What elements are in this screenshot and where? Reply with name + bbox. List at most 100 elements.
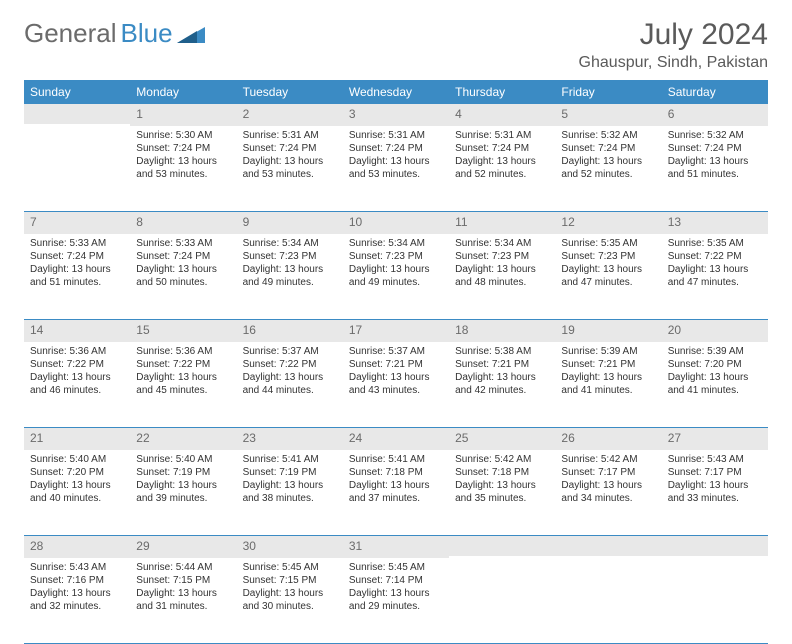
day-number-cell: [449, 536, 555, 558]
day-number: 28: [24, 536, 130, 558]
day-content: Sunrise: 5:43 AMSunset: 7:17 PMDaylight:…: [662, 450, 768, 511]
sunset-text: Sunset: 7:17 PM: [561, 466, 655, 479]
logo-triangle-icon: [177, 25, 205, 43]
sunset-text: Sunset: 7:22 PM: [30, 358, 124, 371]
day-content: [24, 126, 130, 135]
day-number-cell: 21: [24, 428, 130, 450]
day-number-cell: 14: [24, 320, 130, 342]
sunrise-text: Sunrise: 5:34 AM: [243, 237, 337, 250]
day-number-cell: 24: [343, 428, 449, 450]
week-row: Sunrise: 5:43 AMSunset: 7:16 PMDaylight:…: [24, 558, 768, 644]
day-number: 19: [555, 320, 661, 342]
sunrise-text: Sunrise: 5:33 AM: [30, 237, 124, 250]
sunset-text: Sunset: 7:24 PM: [455, 142, 549, 155]
day-content: Sunrise: 5:32 AMSunset: 7:24 PMDaylight:…: [555, 126, 661, 187]
day-content: Sunrise: 5:42 AMSunset: 7:18 PMDaylight:…: [449, 450, 555, 511]
daylight-text: Daylight: 13 hours and 48 minutes.: [455, 263, 549, 289]
sunrise-text: Sunrise: 5:42 AM: [561, 453, 655, 466]
day-content: Sunrise: 5:36 AMSunset: 7:22 PMDaylight:…: [130, 342, 236, 403]
week-row: Sunrise: 5:30 AMSunset: 7:24 PMDaylight:…: [24, 126, 768, 212]
sunset-text: Sunset: 7:19 PM: [243, 466, 337, 479]
day-number: 8: [130, 212, 236, 234]
sunrise-text: Sunrise: 5:40 AM: [30, 453, 124, 466]
sunrise-text: Sunrise: 5:44 AM: [136, 561, 230, 574]
sunset-text: Sunset: 7:22 PM: [136, 358, 230, 371]
day-content: Sunrise: 5:33 AMSunset: 7:24 PMDaylight:…: [130, 234, 236, 295]
day-cell: Sunrise: 5:39 AMSunset: 7:20 PMDaylight:…: [662, 342, 768, 428]
sunrise-text: Sunrise: 5:35 AM: [561, 237, 655, 250]
day-cell: Sunrise: 5:30 AMSunset: 7:24 PMDaylight:…: [130, 126, 236, 212]
sunset-text: Sunset: 7:24 PM: [668, 142, 762, 155]
day-content: [555, 558, 661, 567]
day-number-cell: 31: [343, 536, 449, 558]
day-cell: [24, 126, 130, 212]
daylight-text: Daylight: 13 hours and 31 minutes.: [136, 587, 230, 613]
day-number-cell: 10: [343, 212, 449, 234]
daynum-row: 14151617181920: [24, 320, 768, 342]
day-number: 12: [555, 212, 661, 234]
weekday-header-row: Sunday Monday Tuesday Wednesday Thursday…: [24, 80, 768, 104]
day-number: 24: [343, 428, 449, 450]
daylight-text: Daylight: 13 hours and 41 minutes.: [668, 371, 762, 397]
day-content: Sunrise: 5:42 AMSunset: 7:17 PMDaylight:…: [555, 450, 661, 511]
daylight-text: Daylight: 13 hours and 44 minutes.: [243, 371, 337, 397]
day-number-cell: 25: [449, 428, 555, 450]
sunset-text: Sunset: 7:21 PM: [455, 358, 549, 371]
daynum-row: 123456: [24, 104, 768, 126]
daylight-text: Daylight: 13 hours and 51 minutes.: [668, 155, 762, 181]
sunrise-text: Sunrise: 5:40 AM: [136, 453, 230, 466]
daylight-text: Daylight: 13 hours and 37 minutes.: [349, 479, 443, 505]
sunrise-text: Sunrise: 5:33 AM: [136, 237, 230, 250]
day-number: 7: [24, 212, 130, 234]
sunset-text: Sunset: 7:22 PM: [243, 358, 337, 371]
day-cell: Sunrise: 5:41 AMSunset: 7:19 PMDaylight:…: [237, 450, 343, 536]
day-cell: [555, 558, 661, 644]
day-content: Sunrise: 5:35 AMSunset: 7:23 PMDaylight:…: [555, 234, 661, 295]
day-content: Sunrise: 5:37 AMSunset: 7:21 PMDaylight:…: [343, 342, 449, 403]
day-content: Sunrise: 5:32 AMSunset: 7:24 PMDaylight:…: [662, 126, 768, 187]
day-number: 31: [343, 536, 449, 558]
day-cell: Sunrise: 5:32 AMSunset: 7:24 PMDaylight:…: [662, 126, 768, 212]
sunset-text: Sunset: 7:20 PM: [30, 466, 124, 479]
day-number: 9: [237, 212, 343, 234]
header: GeneralBlue July 2024 Ghauspur, Sindh, P…: [24, 18, 768, 72]
day-number-cell: 2: [237, 104, 343, 126]
day-number-cell: 30: [237, 536, 343, 558]
weekday-header: Friday: [555, 80, 661, 104]
day-cell: Sunrise: 5:40 AMSunset: 7:20 PMDaylight:…: [24, 450, 130, 536]
day-number: 23: [237, 428, 343, 450]
day-content: Sunrise: 5:45 AMSunset: 7:14 PMDaylight:…: [343, 558, 449, 619]
day-content: Sunrise: 5:43 AMSunset: 7:16 PMDaylight:…: [24, 558, 130, 619]
day-content: Sunrise: 5:31 AMSunset: 7:24 PMDaylight:…: [449, 126, 555, 187]
day-number: [449, 536, 555, 556]
day-cell: [662, 558, 768, 644]
day-content: Sunrise: 5:38 AMSunset: 7:21 PMDaylight:…: [449, 342, 555, 403]
daylight-text: Daylight: 13 hours and 29 minutes.: [349, 587, 443, 613]
day-number-cell: 7: [24, 212, 130, 234]
day-cell: Sunrise: 5:41 AMSunset: 7:18 PMDaylight:…: [343, 450, 449, 536]
day-number: 4: [449, 104, 555, 126]
day-number-cell: 23: [237, 428, 343, 450]
day-number-cell: 6: [662, 104, 768, 126]
day-number: 22: [130, 428, 236, 450]
daylight-text: Daylight: 13 hours and 45 minutes.: [136, 371, 230, 397]
day-number: 10: [343, 212, 449, 234]
daynum-row: 78910111213: [24, 212, 768, 234]
sunset-text: Sunset: 7:15 PM: [136, 574, 230, 587]
day-number-cell: 5: [555, 104, 661, 126]
sunset-text: Sunset: 7:24 PM: [136, 142, 230, 155]
sunset-text: Sunset: 7:23 PM: [455, 250, 549, 263]
sunrise-text: Sunrise: 5:45 AM: [349, 561, 443, 574]
day-content: Sunrise: 5:33 AMSunset: 7:24 PMDaylight:…: [24, 234, 130, 295]
day-cell: Sunrise: 5:33 AMSunset: 7:24 PMDaylight:…: [130, 234, 236, 320]
sunset-text: Sunset: 7:18 PM: [349, 466, 443, 479]
sunrise-text: Sunrise: 5:42 AM: [455, 453, 549, 466]
daylight-text: Daylight: 13 hours and 30 minutes.: [243, 587, 337, 613]
sunset-text: Sunset: 7:20 PM: [668, 358, 762, 371]
sunrise-text: Sunrise: 5:34 AM: [349, 237, 443, 250]
day-content: Sunrise: 5:40 AMSunset: 7:19 PMDaylight:…: [130, 450, 236, 511]
day-number-cell: 11: [449, 212, 555, 234]
day-number: 18: [449, 320, 555, 342]
sunset-text: Sunset: 7:22 PM: [668, 250, 762, 263]
day-number: [24, 104, 130, 124]
